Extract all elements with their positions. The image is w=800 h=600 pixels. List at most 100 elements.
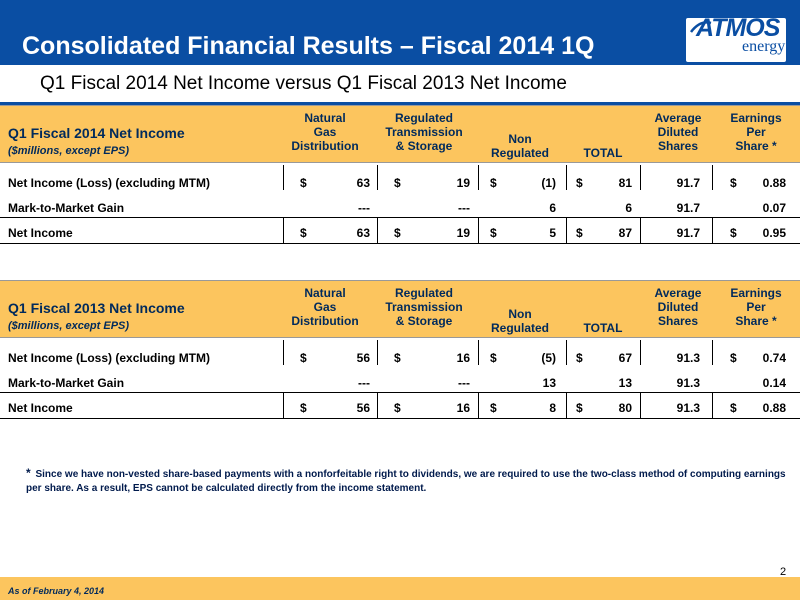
cell-value: 8 <box>549 401 556 415</box>
table-header <box>0 280 800 338</box>
column-header: Average Diluted Shares <box>654 111 702 153</box>
currency-symbol: $ <box>300 176 307 190</box>
currency-symbol: $ <box>730 401 737 415</box>
cell-value: 91.3 <box>676 351 700 365</box>
cell-value: 91.7 <box>676 201 700 215</box>
cell-divider <box>712 217 713 243</box>
cell-value: (5) <box>541 351 556 365</box>
currency-symbol: $ <box>576 351 583 365</box>
currency-symbol: $ <box>300 351 307 365</box>
row-label: Mark-to-Market Gain <box>8 376 125 390</box>
cell-value: 19 <box>456 226 470 240</box>
cell-value: 63 <box>356 176 370 190</box>
cell-divider <box>566 340 567 365</box>
slide-title: Consolidated Financial Results – Fiscal … <box>22 32 595 60</box>
column-header: Earnings Per Share * <box>730 111 782 153</box>
row-label: Net Income (Loss) (excluding MTM) <box>8 351 211 365</box>
cell-value: 0.74 <box>762 351 786 365</box>
row-rule <box>0 243 800 244</box>
cell-divider <box>478 217 479 243</box>
currency-symbol: $ <box>490 351 497 365</box>
cell-divider <box>640 340 641 365</box>
column-header: Non Regulated <box>490 307 549 335</box>
slide-subtitle: Q1 Fiscal 2014 Net Income versus Q1 Fisc… <box>40 73 567 94</box>
cell-divider <box>640 165 641 190</box>
logo-subtext: energy <box>742 38 786 55</box>
cell-divider <box>712 340 713 365</box>
cell-value: 87 <box>618 226 632 240</box>
currency-symbol: $ <box>576 226 583 240</box>
cell-divider <box>478 392 479 418</box>
column-header: TOTAL <box>583 146 623 160</box>
cell-value: 19 <box>456 176 470 190</box>
cell-divider <box>377 340 378 365</box>
cell-value: 13 <box>618 376 632 390</box>
footer-date: As of February 4, 2014 <box>8 586 105 596</box>
currency-symbol: $ <box>576 176 583 190</box>
currency-symbol: $ <box>490 226 497 240</box>
cell-divider <box>478 340 479 365</box>
cell-value: 63 <box>356 226 370 240</box>
currency-symbol: $ <box>300 226 307 240</box>
currency-symbol: $ <box>730 176 737 190</box>
cell-divider <box>566 165 567 190</box>
cell-divider <box>566 392 567 418</box>
cell-divider <box>283 340 284 365</box>
column-header: Natural Gas Distribution <box>291 286 359 328</box>
cell-value: 91.3 <box>676 401 700 415</box>
cell-divider <box>377 392 378 418</box>
title-bar <box>0 0 800 65</box>
currency-symbol: $ <box>394 176 401 190</box>
cell-divider <box>377 165 378 190</box>
cell-value: --- <box>458 201 470 215</box>
cell-value: 0.95 <box>762 226 786 240</box>
footer-bar <box>0 577 800 600</box>
logo-swoosh-icon <box>690 21 712 33</box>
table-header <box>0 105 800 163</box>
currency-symbol: $ <box>730 351 737 365</box>
currency-symbol: $ <box>490 401 497 415</box>
currency-symbol: $ <box>394 351 401 365</box>
column-header: Natural Gas Distribution <box>291 111 359 153</box>
table-title: Q1 Fiscal 2014 Net Income <box>8 125 185 141</box>
cell-divider <box>478 165 479 190</box>
currency-symbol: $ <box>300 401 307 415</box>
cell-value: 81 <box>618 176 632 190</box>
cell-divider <box>283 217 284 243</box>
column-header: Earnings Per Share * <box>730 286 782 328</box>
table-row: Mark-to-Market Gain --- --- 6 6 91.7 0.07 <box>0 196 800 220</box>
divider <box>0 102 800 105</box>
cell-divider <box>283 392 284 418</box>
cell-value: --- <box>458 376 470 390</box>
table-units: ($millions, except EPS) <box>8 320 130 332</box>
page-number: 2 <box>780 566 787 578</box>
cell-value: --- <box>358 376 370 390</box>
table-row: Net Income (Loss) (excluding MTM) $63 $19 $… <box>0 171 800 195</box>
cell-value: 91.7 <box>676 226 700 240</box>
cell-value: 91.7 <box>676 176 700 190</box>
cell-value: 16 <box>456 401 470 415</box>
row-label: Mark-to-Market Gain <box>8 201 125 215</box>
row-label: Net Income <box>8 226 73 240</box>
currency-symbol: $ <box>730 226 737 240</box>
cell-value: 56 <box>356 351 370 365</box>
cell-value: 0.88 <box>762 176 786 190</box>
table-row: Net Income (Loss) (excluding MTM) $56 $16 $… <box>0 346 800 370</box>
column-header: TOTAL <box>583 321 623 335</box>
column-header: Average Diluted Shares <box>654 286 702 328</box>
cell-value: 6 <box>549 201 556 215</box>
row-rule <box>0 392 800 393</box>
currency-symbol: $ <box>394 401 401 415</box>
results-table: Q1 Fiscal 2013 Net Income ($millions, exc… <box>0 280 800 425</box>
currency-symbol: $ <box>394 226 401 240</box>
cell-value: (1) <box>541 176 556 190</box>
results-table: Q1 Fiscal 2014 Net Income ($millions, exc… <box>0 105 800 250</box>
cell-value: 80 <box>618 401 632 415</box>
column-header: Regulated Transmission & Storage <box>385 286 463 328</box>
row-rule <box>0 217 800 218</box>
table-row: Net Income $56 $16 $8 $80 91.3 $0.88 <box>0 396 800 420</box>
cell-value: 91.3 <box>676 376 700 390</box>
footnote: * Since we have non-vested share-based p… <box>26 466 786 496</box>
company-logo <box>686 18 786 62</box>
cell-value: 5 <box>549 226 556 240</box>
